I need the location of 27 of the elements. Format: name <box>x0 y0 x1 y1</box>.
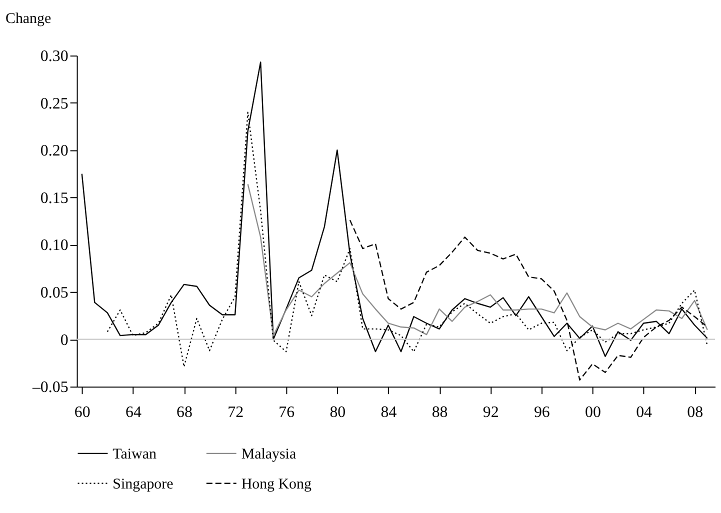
legend-label: Singapore <box>112 476 174 492</box>
x-tick-label: 72 <box>228 404 244 422</box>
x-tick-label: 92 <box>482 404 499 422</box>
y-tick-label: 0.10 <box>40 237 68 254</box>
y-tick-label: 0.05 <box>40 284 68 302</box>
line-series <box>247 184 708 336</box>
y-tick-label: 0 <box>60 332 68 349</box>
x-tick-label: 84 <box>380 404 397 422</box>
x-tick-label: 64 <box>125 404 142 422</box>
x-tick-label: 88 <box>432 404 448 422</box>
x-tick-label: 08 <box>687 404 704 422</box>
x-tick-label: 04 <box>636 404 652 422</box>
legend-label: Taiwan <box>112 446 157 462</box>
legend-label: Hong Kong <box>241 476 312 492</box>
x-tick-label: 00 <box>585 404 601 422</box>
y-tick-label: –0.05 <box>31 379 68 396</box>
x-tick-label: 96 <box>534 404 550 422</box>
y-tick-label: 0.15 <box>40 190 68 207</box>
x-tick-label: 76 <box>278 404 295 422</box>
y-axis-title: Change <box>5 11 52 28</box>
y-tick-label: 0.30 <box>40 48 68 66</box>
legend-label: Malaysia <box>241 446 296 462</box>
x-tick-label: 80 <box>330 404 346 422</box>
x-tick-label: 68 <box>176 404 193 422</box>
y-tick-label: 0.20 <box>40 142 68 160</box>
x-tick-label: 60 <box>74 404 90 422</box>
y-tick-label: 0.25 <box>40 95 68 112</box>
